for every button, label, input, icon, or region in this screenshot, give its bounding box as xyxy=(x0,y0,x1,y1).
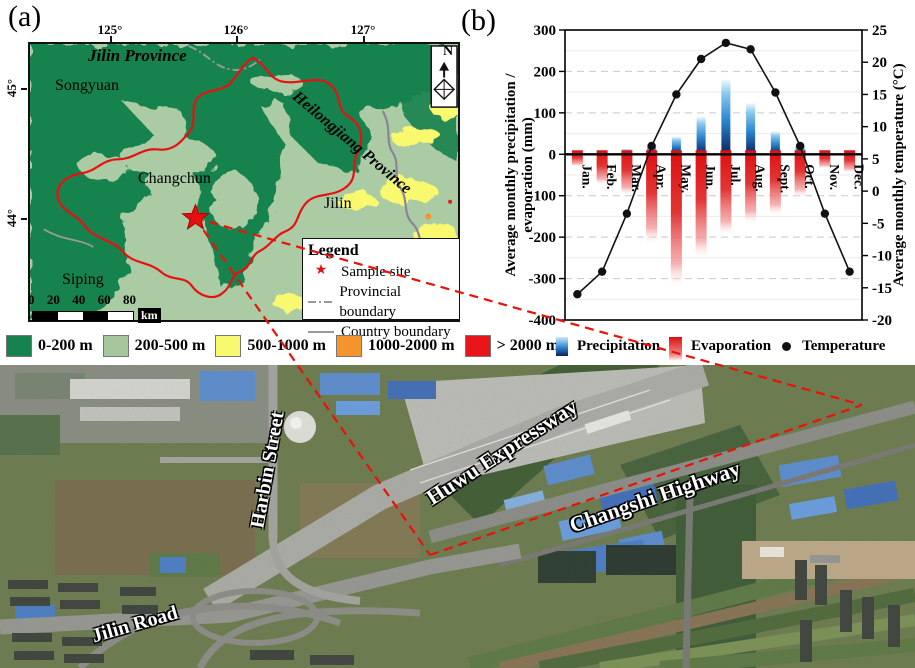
svg-text:Aug.: Aug. xyxy=(753,164,768,191)
map-label-jilin-province: Jilin Province xyxy=(88,46,187,65)
elevation-swatch xyxy=(464,335,491,357)
scalebar-unit: km xyxy=(138,308,161,323)
scalebar-bar xyxy=(32,310,134,321)
svg-text:-400: -400 xyxy=(529,313,557,329)
axis-tick xyxy=(110,36,112,42)
elevation-swatch xyxy=(102,335,129,357)
precipitation-evaporation-temperature-chart: Jan. Feb. Mar. Apr. May. Jun. Jul. Aug. Sept. Oct… xyxy=(505,23,907,329)
elevation-legend: 0-200 m 200-500 m 500-1000 m 1000-2000 m… xyxy=(6,335,559,357)
svg-text:Sept.: Sept. xyxy=(777,164,792,193)
axis-tick xyxy=(236,36,238,42)
lon-tick-label: 126° xyxy=(223,22,249,37)
svg-text:Dec.: Dec. xyxy=(852,164,867,189)
scalebar-tick: 20 xyxy=(46,292,60,307)
svg-text:May.: May. xyxy=(678,164,693,193)
evaporation-swatch-icon xyxy=(669,337,683,361)
svg-text:-5: -5 xyxy=(872,216,885,232)
lat-tick-label: 45° xyxy=(4,78,19,98)
svg-text:25: 25 xyxy=(872,23,887,39)
svg-text:15: 15 xyxy=(872,87,887,103)
svg-text:-15: -15 xyxy=(872,281,892,297)
scalebar-tick: 40 xyxy=(72,292,86,307)
svg-text:-100: -100 xyxy=(529,189,557,205)
map-label-songyuan: Songyuan xyxy=(55,77,119,94)
svg-text:0: 0 xyxy=(872,184,880,200)
panel-a-label: (a) xyxy=(8,0,42,33)
north-arrow-icon xyxy=(430,45,458,108)
elevation-0-200m-region xyxy=(30,44,458,320)
provincial-boundary-line-icon xyxy=(308,301,333,304)
elevation-swatch xyxy=(6,335,32,357)
country-boundary-line-icon xyxy=(308,331,334,334)
svg-text:-20: -20 xyxy=(872,313,892,329)
map-label-siping: Siping xyxy=(62,271,104,288)
svg-text:Feb.: Feb. xyxy=(604,164,619,189)
elevation-swatch xyxy=(215,335,242,357)
elevation-class-label: 0-200 m xyxy=(38,337,93,354)
lon-tick-label: 125° xyxy=(97,22,123,37)
svg-text:Jan.: Jan. xyxy=(579,164,594,188)
svg-text:0: 0 xyxy=(549,147,557,163)
study-area-boundary xyxy=(56,56,363,299)
panel-b-label: (b) xyxy=(461,4,496,37)
axis-tick xyxy=(21,218,27,220)
svg-text:Mar.: Mar. xyxy=(629,164,644,192)
svg-text:Nov.: Nov. xyxy=(827,164,842,190)
axis-tick xyxy=(363,36,365,42)
svg-text:-300: -300 xyxy=(529,272,557,288)
chart-legend: Precipitation Evaporation Temperature xyxy=(556,331,885,361)
map-legend-title: Legend xyxy=(308,242,359,259)
map-label-jilin: Jilin xyxy=(324,195,352,212)
elevation-swatch xyxy=(335,335,362,357)
sample-site-star-icon: ★ xyxy=(314,263,328,279)
precipitation-swatch-icon xyxy=(556,336,568,356)
lat-tick-label: 44° xyxy=(4,208,19,228)
axis-tick xyxy=(21,88,27,90)
scalebar-tick: 60 xyxy=(97,292,111,307)
svg-text:5: 5 xyxy=(872,152,880,168)
map-label-changchun: Changchun xyxy=(138,170,211,187)
svg-text:Jul.: Jul. xyxy=(728,164,743,185)
map-legend-item-label: Sample site xyxy=(341,263,411,280)
north-label: N xyxy=(442,44,454,59)
elevation-class-label: 200-500 m xyxy=(134,337,206,354)
svg-text:Apr.: Apr. xyxy=(654,164,669,189)
svg-text:Average monthly precipitation: Average monthly precipitation / xyxy=(505,73,519,277)
elevation-class-label: 1000-2000 m xyxy=(367,337,455,354)
scalebar-tick: 80 xyxy=(123,292,136,307)
map-legend-box: Legend ★ Sample site Provincial boundary… xyxy=(302,238,460,340)
svg-text:Jun.: Jun. xyxy=(703,164,718,189)
provincial-boundary-line xyxy=(188,45,261,71)
elevation-class-label: 500-1000 m xyxy=(247,337,326,354)
lon-tick-label: 127° xyxy=(350,22,376,37)
svg-text:Average monthly temperature (°: Average monthly temperature (°C) xyxy=(891,63,907,286)
map-legend-item-label: Provincial boundary xyxy=(339,283,402,321)
svg-text:200: 200 xyxy=(534,64,557,80)
svg-text:300: 300 xyxy=(534,23,557,39)
svg-text:100: 100 xyxy=(534,106,557,122)
svg-text:evaporation (mm): evaporation (mm) xyxy=(520,117,536,232)
map-scalebar: 0 20 40 60 80 km xyxy=(28,292,164,323)
chart-legend-label: Precipitation xyxy=(577,337,661,354)
scalebar-tick: 0 xyxy=(28,292,35,307)
svg-text:10: 10 xyxy=(872,120,887,136)
chart-legend-label: Temperature xyxy=(802,337,886,354)
temperature-dot-icon xyxy=(782,341,792,351)
chart-legend-label: Evaporation xyxy=(691,337,772,354)
svg-text:20: 20 xyxy=(872,55,887,71)
country-boundary-line xyxy=(43,228,94,248)
svg-text:-10: -10 xyxy=(872,249,892,265)
